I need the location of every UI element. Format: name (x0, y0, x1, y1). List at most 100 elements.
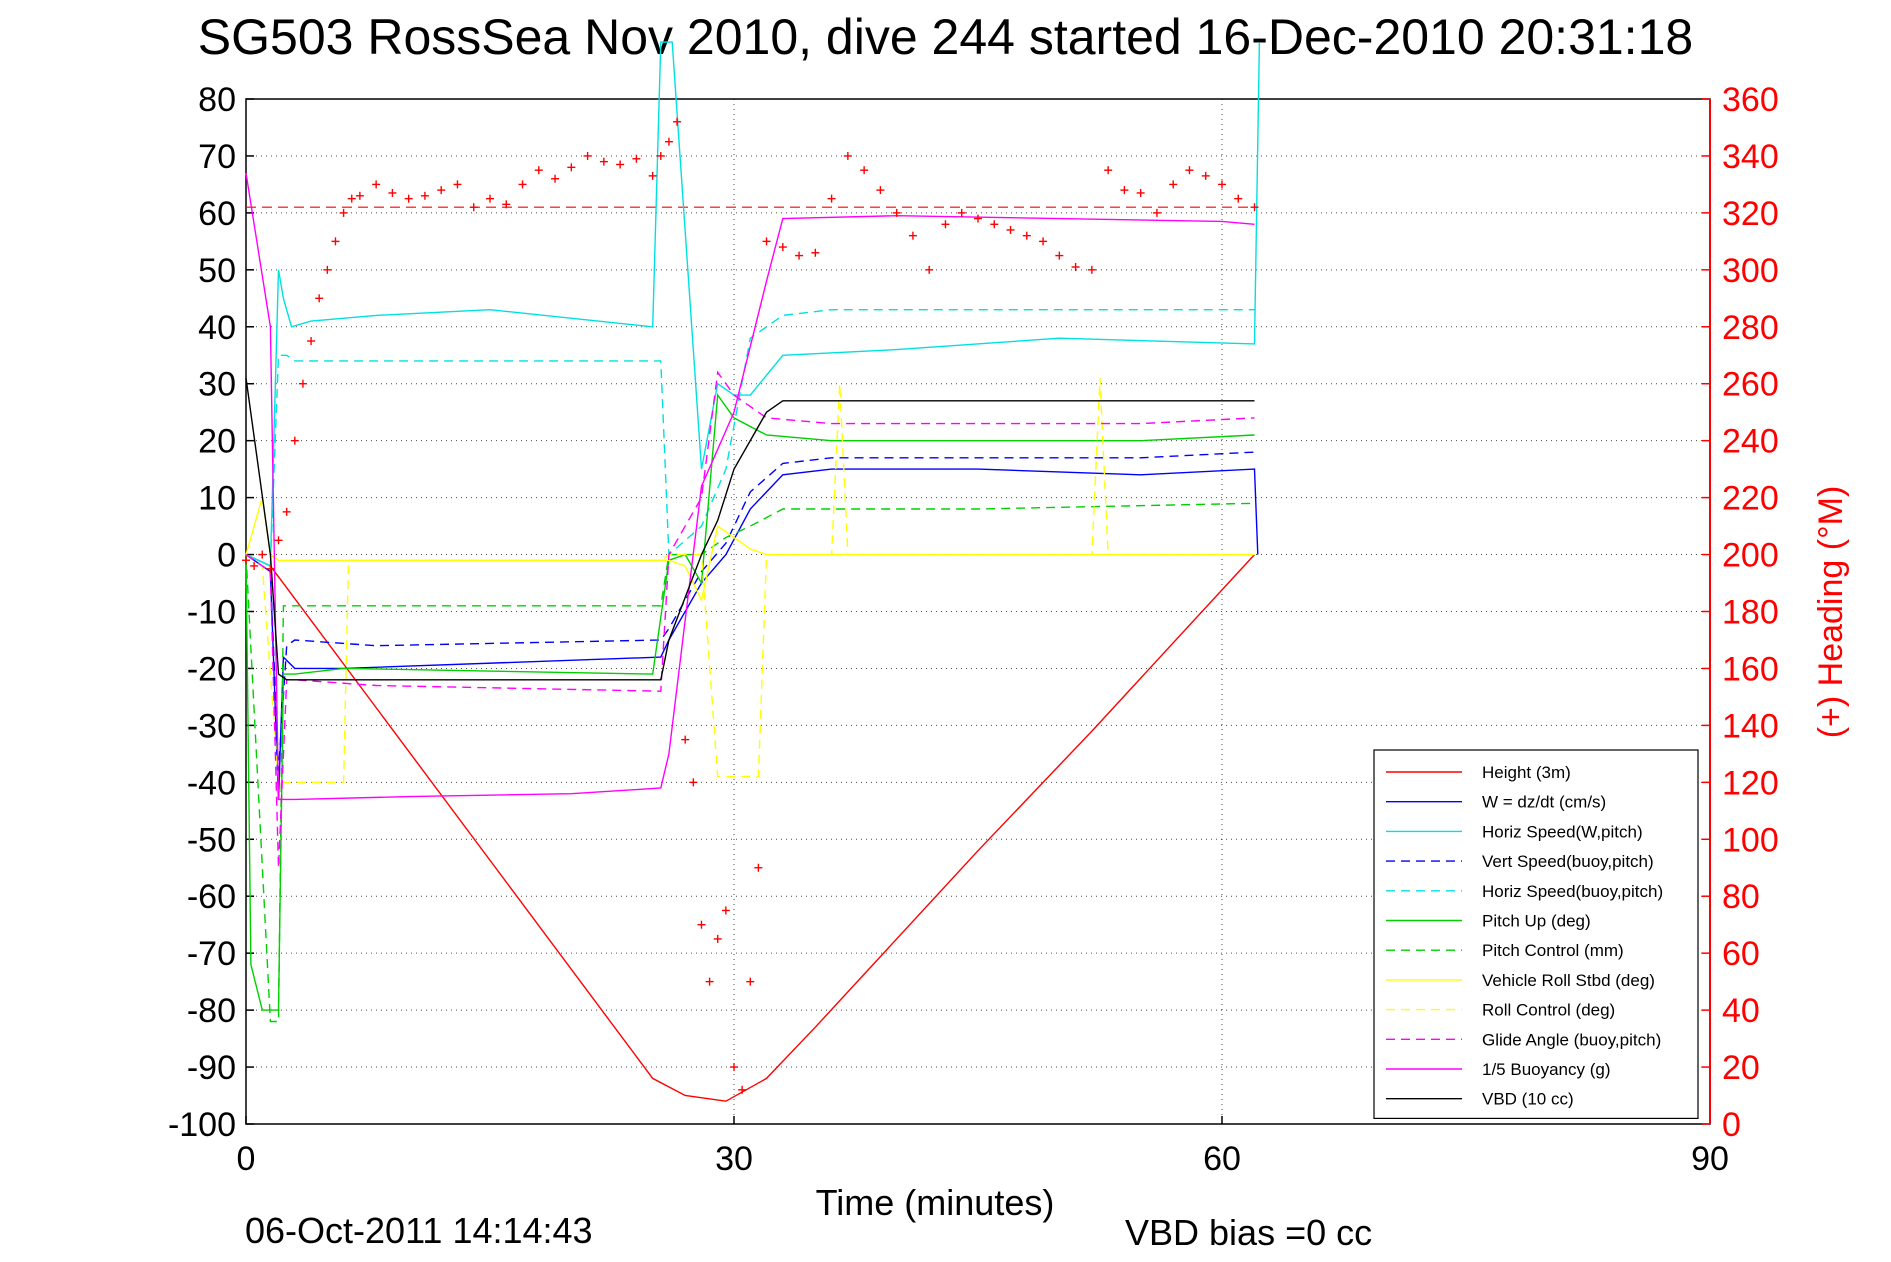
heading-point (551, 174, 560, 183)
left-tick-label: -10 (187, 594, 236, 632)
left-tick-label: 80 (198, 81, 236, 119)
left-tick-label: 40 (198, 309, 236, 347)
heading-point (372, 180, 381, 189)
left-tick-label: -20 (187, 650, 236, 688)
heading-markers (242, 117, 1259, 1094)
heading-point (1218, 180, 1226, 189)
heading-point (795, 251, 804, 260)
left-tick-label: -50 (187, 821, 236, 859)
series-glide-angle-buoy-pitch (245, 370, 1255, 868)
heading-point (274, 536, 283, 545)
legend-label-pitch-up-deg: Pitch Up (deg) (1482, 912, 1591, 931)
heading-point (713, 934, 722, 943)
heading-point (616, 160, 625, 169)
footer-date: 06-Oct-2011 14:14:43 (245, 1210, 593, 1251)
heading-point (1087, 265, 1096, 274)
left-tick-label: -30 (187, 707, 236, 745)
right-tick-label: 240 (1722, 423, 1779, 461)
legend-label-height-3m: Height (3m) (1482, 763, 1571, 782)
legend-label-glide-angle-buoy-pitch: Glide Angle (buoy,pitch) (1482, 1030, 1661, 1049)
heading-point (664, 137, 673, 146)
heading-point (908, 231, 917, 240)
heading-point (1071, 262, 1080, 271)
x-tick-label: 0 (237, 1140, 256, 1178)
heading-point (453, 180, 462, 189)
series-height-3m (245, 553, 1256, 1102)
heading-point (754, 863, 763, 872)
legend-label-horiz-speed-buoy-pitch: Horiz Speed(buoy,pitch) (1482, 882, 1663, 901)
heading-point (339, 208, 348, 217)
left-axis-ticks: 80 70 60 50 40 30 20 10 0 -10 -20 -30 -40 -50 -60 -70 -8… (168, 81, 254, 1144)
legend-label-w-dz-dt-cm-s: W = dz/dt (cm/s) (1482, 793, 1606, 812)
legend-label-roll-control-deg: Roll Control (deg) (1482, 1001, 1615, 1020)
heading-point (1136, 188, 1145, 197)
heading-point (502, 200, 511, 209)
right-tick-label: 80 (1722, 878, 1760, 916)
heading-point (599, 157, 608, 166)
heading-point (738, 1085, 747, 1094)
heading-point (518, 180, 527, 189)
heading-point (250, 561, 259, 570)
right-tick-label: 60 (1722, 935, 1760, 973)
heading-point (705, 977, 714, 986)
heading-point (941, 220, 950, 229)
x-axis-ticks: 0 30 60 90 (237, 1116, 1729, 1178)
x-tick-label: 90 (1691, 1140, 1729, 1178)
right-axis-ticks: 3603403203002802602402202001801601401201… (1702, 81, 1779, 1144)
right-tick-label: 280 (1722, 309, 1779, 347)
x-tick-label: 60 (1203, 1140, 1241, 1178)
left-tick-label: 70 (198, 138, 236, 176)
heading-point (990, 220, 999, 229)
heading-point (323, 265, 332, 274)
heading-point (567, 163, 576, 172)
heading-point (355, 191, 364, 200)
series-vbd-10-cc (245, 377, 1255, 681)
heading-point (843, 151, 852, 160)
right-tick-label: 320 (1722, 195, 1779, 233)
right-tick-label: 200 (1722, 537, 1779, 575)
heading-point (347, 194, 356, 203)
heading-point (1039, 237, 1048, 246)
series-roll-control-deg (245, 377, 1255, 783)
data-series (245, 41, 1261, 1102)
heading-point (315, 294, 324, 303)
heading-point (860, 166, 869, 175)
right-tick-label: 100 (1722, 821, 1779, 859)
heading-point (1185, 166, 1194, 175)
heading-point (266, 564, 275, 573)
heading-point (957, 208, 966, 217)
right-tick-label: 120 (1722, 764, 1779, 802)
heading-point (656, 151, 665, 160)
heading-point (469, 203, 478, 212)
heading-point (1169, 180, 1178, 189)
right-tick-label: 140 (1722, 707, 1779, 745)
left-tick-label: 60 (198, 195, 236, 233)
right-tick-label: 180 (1722, 594, 1779, 632)
right-tick-label: 20 (1722, 1049, 1760, 1087)
heading-point (974, 214, 982, 223)
heading-point (876, 186, 885, 195)
heading-point (1201, 171, 1210, 180)
legend: Height (3m) W = dz/dt (cm/s) Horiz Speed(W… (1373, 749, 1699, 1119)
heading-point (811, 248, 820, 257)
footer-vbd-bias: VBD bias =0 cc (1125, 1212, 1373, 1253)
right-axis-label: (+) Heading (°M) (1812, 486, 1850, 739)
legend-box (1373, 749, 1699, 1119)
heading-point (437, 186, 446, 195)
heading-point (583, 151, 592, 160)
series-horiz-speed-w-pitch (245, 41, 1261, 567)
heading-point (1250, 203, 1259, 212)
heading-point (632, 154, 641, 163)
heading-point (689, 778, 698, 787)
heading-point (778, 243, 787, 252)
left-tick-label: -90 (187, 1049, 236, 1087)
chart-title: SG503 RossSea Nov 2010, dive 244 started… (197, 9, 1694, 65)
legend-label-1-5-buoyancy-g: 1/5 Buoyancy (g) (1482, 1060, 1611, 1079)
left-tick-label: 10 (198, 480, 236, 518)
right-tick-label: 260 (1722, 366, 1779, 404)
heading-point (258, 550, 267, 559)
heading-point (307, 337, 316, 346)
heading-point (242, 556, 250, 565)
heading-point (298, 379, 307, 388)
